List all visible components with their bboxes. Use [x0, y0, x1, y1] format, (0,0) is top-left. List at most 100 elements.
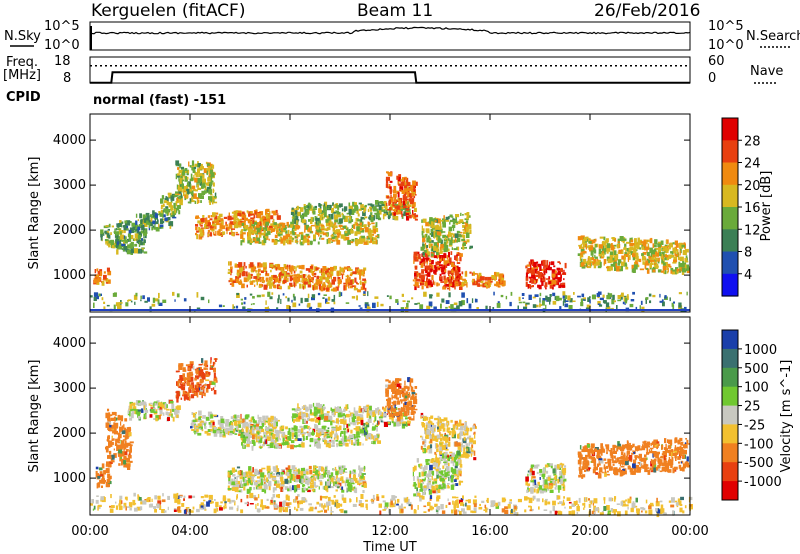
echo-cell	[421, 270, 425, 274]
echo-cell	[599, 297, 604, 301]
echo-cell	[328, 205, 331, 208]
echo-cell	[183, 394, 188, 400]
echo-cell	[278, 294, 280, 300]
echo-cell	[404, 176, 407, 180]
echo-cell	[246, 480, 249, 486]
echo-cell	[187, 201, 192, 204]
echo-cell	[414, 189, 416, 195]
echo-cell	[377, 215, 380, 219]
cpid-mode: normal (fast) -151	[93, 93, 226, 108]
echo-cell	[207, 177, 212, 182]
echo-cell	[414, 256, 419, 262]
echo-cell	[325, 298, 328, 304]
echo-cell	[133, 403, 136, 408]
echo-cell	[587, 256, 590, 258]
echo-cell	[486, 282, 489, 287]
echo-cell	[210, 428, 213, 432]
echo-cell	[155, 221, 159, 225]
echo-cell	[501, 277, 504, 281]
echo-cell	[454, 238, 457, 243]
echo-cell	[447, 287, 450, 290]
echo-cell	[341, 486, 344, 490]
echo-cell	[117, 453, 122, 457]
echo-cell	[179, 176, 184, 181]
echo-cell	[190, 190, 194, 196]
echo-cell	[554, 296, 557, 300]
echo-cell	[319, 475, 323, 479]
echo-cell	[260, 428, 265, 433]
echo-cell	[288, 427, 291, 433]
echo-cell	[117, 304, 122, 311]
echo-cell	[350, 482, 355, 485]
echo-cell	[407, 192, 411, 194]
echo-cell	[287, 229, 290, 236]
echo-cell	[357, 480, 360, 485]
echo-cell	[116, 444, 121, 447]
echo-cell	[437, 261, 441, 264]
echo-cell	[200, 227, 204, 230]
echo-cell	[197, 383, 202, 386]
echo-cell	[265, 221, 270, 226]
echo-cell	[280, 222, 284, 225]
echo-cell	[233, 215, 238, 219]
echo-cell	[311, 294, 316, 298]
echo-cell	[204, 186, 207, 190]
echo-cell	[129, 447, 132, 453]
echo-cell	[650, 251, 653, 257]
echo-cell	[247, 220, 251, 224]
echo-cell	[391, 212, 395, 215]
echo-cell	[248, 434, 251, 438]
echo-cell	[547, 280, 550, 285]
echo-cell	[623, 247, 627, 250]
echo-cell	[244, 297, 247, 300]
echo-cell	[664, 254, 669, 258]
freq-panel-frame	[89, 56, 691, 84]
echo-cell	[555, 276, 557, 280]
echo-cell	[282, 431, 284, 435]
echo-cell	[129, 250, 134, 254]
echo-cell	[213, 372, 216, 379]
echo-cell	[348, 279, 353, 285]
echo-cell	[335, 481, 337, 484]
echo-cell	[538, 285, 542, 290]
echo-cell	[170, 205, 174, 211]
echo-cell	[431, 253, 434, 257]
echo-cell	[117, 414, 120, 421]
echo-cell	[436, 292, 440, 297]
echo-cell	[282, 488, 284, 492]
echo-cell	[114, 228, 116, 234]
echo-cell	[322, 297, 325, 299]
echo-cell	[363, 267, 367, 271]
echo-cell	[264, 489, 267, 494]
echo-cell	[231, 211, 235, 214]
echo-cell	[230, 227, 233, 233]
echo-cell	[310, 432, 315, 435]
echo-cell	[291, 219, 294, 224]
echo-cell	[303, 206, 307, 210]
echo-cell	[363, 473, 366, 475]
echo-cell	[279, 482, 282, 486]
echo-cell	[207, 411, 212, 417]
echo-cell	[202, 385, 204, 390]
echo-cell	[426, 261, 428, 265]
echo-cell	[241, 302, 243, 305]
echo-cell	[452, 221, 456, 225]
echo-cell	[308, 427, 311, 431]
echo-cell	[250, 424, 253, 428]
echo-cell	[675, 254, 679, 257]
echo-cell	[248, 272, 250, 276]
echo-cell	[434, 266, 438, 272]
echo-cell	[274, 234, 278, 238]
echo-cell	[159, 224, 164, 227]
echo-cell	[467, 227, 469, 232]
echo-cell	[134, 233, 139, 239]
echo-cell	[535, 304, 539, 308]
echo-cell	[169, 400, 174, 404]
echo-cell	[563, 269, 565, 274]
echo-cell	[122, 249, 125, 252]
echo-cell	[254, 230, 258, 234]
echo-cell	[276, 474, 279, 476]
echo-cell	[337, 205, 340, 210]
echo-cell	[262, 262, 267, 268]
echo-cell	[370, 233, 373, 239]
